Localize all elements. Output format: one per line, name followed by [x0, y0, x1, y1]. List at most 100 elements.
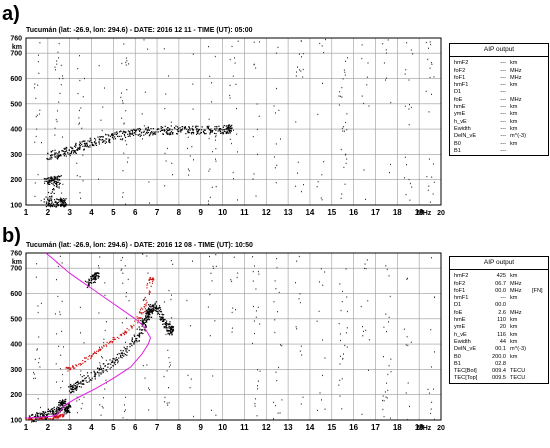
- data-point: [69, 153, 71, 155]
- data-point: [51, 180, 53, 182]
- data-point: [147, 129, 150, 131]
- data-point: [187, 129, 190, 131]
- data-point: [84, 280, 87, 282]
- noise-dot: [366, 76, 368, 78]
- noise-dot: [390, 101, 392, 104]
- data-point: [138, 340, 140, 342]
- data-point: [93, 375, 95, 378]
- data-point: [126, 331, 128, 333]
- noise-dot: [54, 127, 56, 129]
- noise-dot: [144, 298, 145, 300]
- data-point: [167, 133, 169, 135]
- noise-dot: [212, 375, 214, 377]
- data-point: [58, 409, 60, 412]
- noise-dot: [235, 309, 236, 311]
- data-point: [110, 366, 112, 368]
- noise-dot: [147, 128, 149, 131]
- data-point: [219, 130, 222, 133]
- noise-dot: [208, 118, 210, 120]
- noise-dot: [278, 366, 280, 369]
- noise-dot: [361, 325, 363, 328]
- data-point: [152, 305, 154, 307]
- data-point: [64, 203, 66, 205]
- noise-dot: [80, 332, 81, 334]
- noise-dot: [57, 265, 59, 268]
- y-tick-label: 500: [10, 316, 22, 323]
- aip-row: ymE 20 km: [450, 324, 548, 331]
- data-point: [43, 414, 45, 417]
- data-point: [76, 149, 79, 151]
- data-point: [53, 199, 56, 201]
- data-point: [59, 409, 62, 411]
- noise-dot: [316, 320, 318, 322]
- aip-param-name: hmE: [454, 317, 466, 324]
- data-point: [141, 329, 143, 331]
- data-point: [85, 357, 87, 359]
- noise-dot: [165, 333, 167, 336]
- data-point: [152, 309, 154, 311]
- aip-param-flag: [532, 141, 546, 148]
- data-point: [47, 203, 50, 206]
- data-point: [227, 124, 229, 127]
- data-point: [98, 275, 100, 277]
- data-point: [112, 358, 114, 360]
- data-point: [35, 420, 37, 423]
- data-point: [69, 411, 71, 414]
- data-point: [192, 125, 194, 127]
- data-point: [51, 154, 53, 156]
- data-point: [55, 204, 57, 206]
- data-point: [151, 304, 153, 306]
- data-point: [63, 411, 65, 413]
- data-point: [49, 206, 52, 208]
- data-point: [57, 415, 59, 417]
- noise-dot: [300, 40, 302, 42]
- data-point: [63, 407, 65, 409]
- noise-dot: [428, 185, 430, 187]
- data-point: [57, 157, 59, 159]
- aip-param-value: ---: [500, 67, 506, 74]
- data-point: [84, 140, 86, 142]
- noise-dot: [61, 192, 63, 194]
- data-point: [228, 131, 230, 133]
- data-point: [68, 390, 71, 392]
- data-point: [56, 186, 58, 188]
- data-point: [53, 192, 55, 195]
- data-point: [118, 131, 121, 133]
- noise-dot: [433, 76, 435, 78]
- noise-dot: [79, 306, 81, 309]
- noise-dot: [405, 392, 407, 394]
- data-point: [43, 178, 45, 180]
- aip-param-name: foF2: [454, 280, 466, 287]
- data-point: [165, 131, 167, 134]
- data-point: [61, 205, 63, 207]
- noise-dot: [322, 339, 324, 341]
- noise-dot: [323, 51, 325, 54]
- data-point: [64, 409, 66, 411]
- data-point: [118, 337, 120, 339]
- data-point: [220, 132, 222, 134]
- noise-dot: [232, 75, 234, 77]
- aip-param-unit: [510, 148, 532, 155]
- data-point: [159, 310, 161, 313]
- data-point: [117, 362, 119, 364]
- noise-dot: [126, 317, 128, 319]
- data-point: [213, 132, 216, 135]
- data-point: [54, 152, 56, 154]
- data-point: [50, 176, 53, 178]
- data-point: [114, 338, 116, 340]
- data-point: [94, 276, 97, 279]
- data-point: [57, 179, 59, 181]
- data-point: [154, 302, 156, 304]
- data-point: [149, 310, 151, 312]
- data-point: [52, 178, 54, 180]
- noise-dot: [428, 47, 429, 49]
- data-point: [152, 277, 154, 280]
- noise-dot: [407, 418, 409, 421]
- series-1: [141, 301, 175, 336]
- noise-dot: [430, 412, 432, 415]
- aip-param-flag: [532, 302, 546, 309]
- noise-dot: [143, 125, 145, 127]
- noise-dot: [148, 181, 150, 183]
- data-point: [170, 331, 172, 333]
- data-point: [203, 131, 205, 133]
